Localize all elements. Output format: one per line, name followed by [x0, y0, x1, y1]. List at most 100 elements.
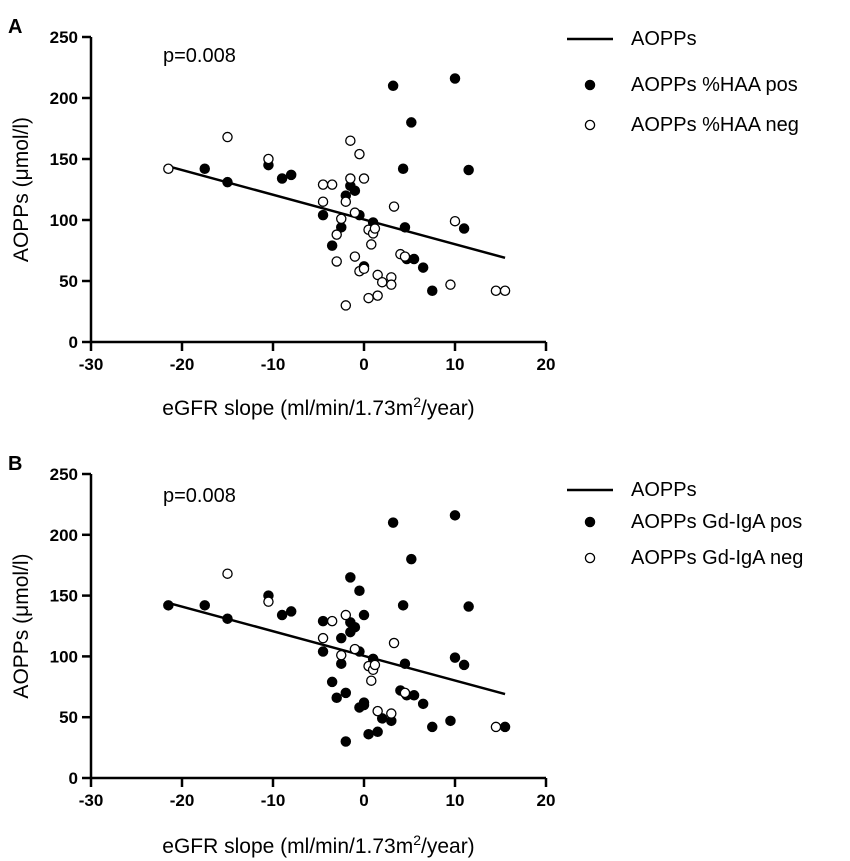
data-point-filled: [317, 615, 329, 627]
x-tick-label: 20: [537, 355, 556, 374]
x-tick-label: 10: [446, 791, 465, 810]
data-point-filled: [406, 117, 417, 128]
p-value-annotation: p=0.008: [163, 45, 236, 67]
data-point-open: [345, 135, 356, 146]
data-point-filled: [358, 697, 370, 708]
data-point-filled: [463, 164, 474, 176]
panel-a: Ap=0.008 0 50 100 150 200 250 -30 -20 -10 0 10 20 eGF…: [8, 16, 799, 420]
data-point-filled: [449, 510, 461, 521]
data-point-open: [372, 269, 383, 281]
data-point-open: [349, 643, 361, 655]
p-value-annotation: p=0.008: [163, 485, 236, 507]
data-point-open: [490, 721, 502, 733]
data-point-open: [317, 179, 329, 190]
data-point-filled: [354, 585, 365, 596]
legend-entry-label: AOPPs %HAA pos: [631, 74, 798, 96]
x-tick-label: -20: [170, 791, 195, 810]
data-point-filled: [408, 690, 420, 701]
panel-label: B: [8, 453, 22, 475]
data-point-filled: [326, 240, 338, 251]
data-point-filled: [285, 606, 297, 617]
data-point-open: [372, 290, 383, 301]
data-point-open: [340, 609, 352, 621]
legend-entry-label: AOPPs: [631, 479, 697, 501]
data-point-filled: [163, 600, 174, 611]
data-point-filled: [285, 169, 297, 181]
data-point-filled: [458, 223, 470, 234]
data-point-filled: [426, 285, 438, 297]
data-point-filled: [399, 658, 411, 669]
y-tick-label: 50: [59, 272, 78, 291]
y-tick-label: 100: [50, 647, 78, 666]
data-point-filled: [463, 601, 474, 612]
data-point-open: [369, 659, 381, 671]
data-point-open: [399, 687, 411, 699]
data-point-filled: [449, 73, 461, 84]
x-axis-label: eGFR slope (ml/min/1.73m2/year): [162, 394, 474, 420]
x-tick-label: 0: [359, 355, 368, 374]
data-point-open: [399, 251, 411, 262]
data-point-filled: [276, 609, 288, 621]
x-tick-label: -30: [79, 791, 104, 810]
data-point-open: [366, 239, 377, 250]
y-tick-label: 150: [50, 150, 78, 169]
data-point-open: [345, 173, 356, 184]
data-point-filled: [222, 613, 233, 624]
panel-b: Bp=0.008 0 50 100 150 200 250 -30 -20 -10 0 10 20 eGF…: [8, 453, 803, 858]
data-point-filled: [340, 736, 352, 747]
data-point-filled: [372, 726, 383, 738]
data-point-open: [335, 649, 347, 661]
legend-marker-open: [584, 552, 596, 564]
legend-entry-label: AOPPs Gd-IgA pos: [631, 511, 802, 533]
data-point-filled: [358, 609, 370, 621]
data-point-open: [376, 276, 388, 288]
y-tick-label: 0: [69, 769, 78, 788]
data-point-open: [317, 196, 329, 207]
data-point-filled: [331, 692, 342, 703]
data-point-filled: [340, 687, 352, 699]
data-point-filled: [406, 553, 417, 565]
data-point-filled: [426, 721, 438, 733]
data-point-open: [363, 292, 374, 304]
panel-label: A: [8, 16, 22, 38]
data-point-filled: [335, 658, 347, 669]
x-tick-label: 20: [537, 791, 556, 810]
y-tick-label: 250: [50, 28, 78, 47]
x-tick-label: -10: [261, 791, 286, 810]
data-point-open: [388, 637, 400, 649]
y-tick-label: 100: [50, 211, 78, 230]
data-point-filled: [417, 698, 429, 710]
data-point-filled: [458, 659, 470, 671]
data-point-open: [445, 279, 456, 290]
data-point-open: [222, 131, 233, 143]
x-tick-label: -20: [170, 355, 195, 374]
x-tick-label: -10: [261, 355, 286, 374]
x-axis-label: eGFR slope (ml/min/1.73m2/year): [162, 832, 474, 858]
y-tick-label: 50: [59, 708, 78, 727]
data-point-open: [340, 196, 352, 207]
data-point-filled: [449, 652, 461, 663]
x-tick-label: 10: [446, 355, 465, 374]
data-point-open: [366, 675, 377, 686]
legend: AOPPs AOPPs %HAA pos AOPPs %HAA neg: [567, 28, 799, 136]
legend-entry-label: AOPPs %HAA neg: [631, 114, 799, 136]
data-point-filled: [417, 262, 429, 273]
data-point-filled: [399, 222, 411, 233]
data-point-filled: [317, 646, 329, 657]
data-point-open: [358, 263, 370, 275]
data-point-open: [386, 708, 397, 719]
data-point-open: [386, 279, 397, 290]
legend-entry-label: AOPPs: [631, 28, 697, 50]
data-point-open: [326, 615, 338, 627]
y-axis-label: AOPPs (μmol/l): [10, 117, 33, 262]
x-tick-label: -30: [79, 355, 104, 374]
data-point-open: [372, 705, 383, 717]
data-point-filled: [349, 621, 361, 633]
data-point-filled: [408, 253, 420, 265]
x-tick-label: 0: [359, 791, 368, 810]
legend-entry-label: AOPPs Gd-IgA neg: [631, 547, 803, 569]
data-point-open: [335, 213, 347, 225]
data-point-open: [490, 285, 502, 297]
